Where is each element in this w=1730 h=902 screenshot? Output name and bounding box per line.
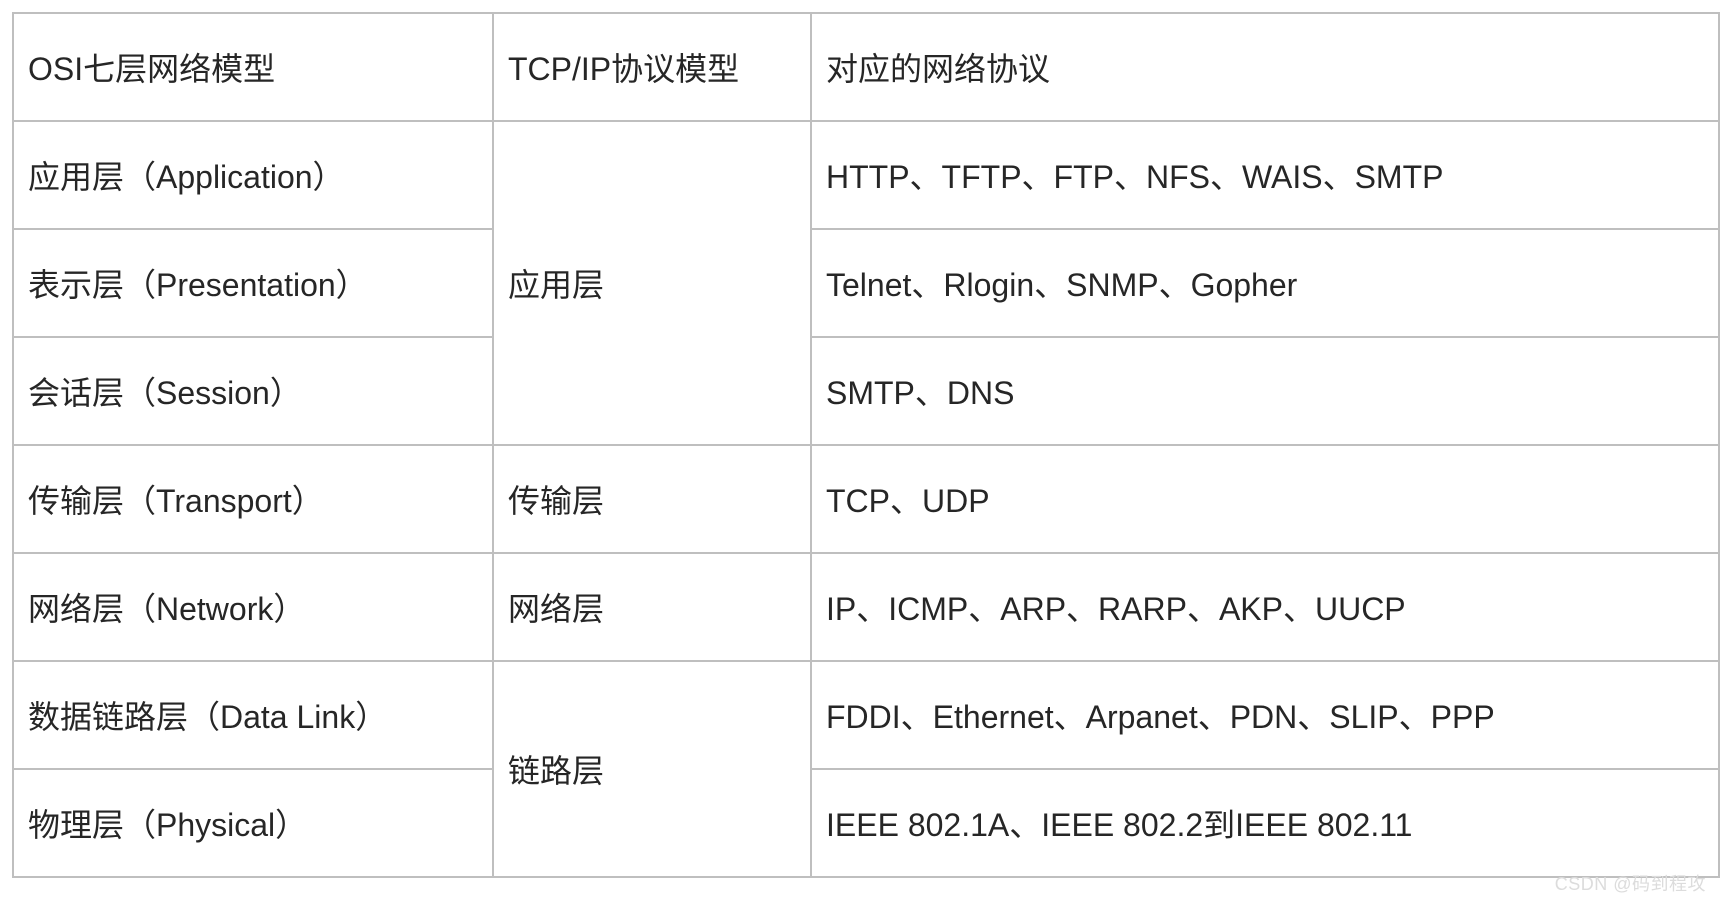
table-row: 网络层（Network） 网络层 IP、ICMP、ARP、RARP、AKP、UU… (13, 553, 1719, 661)
osi-cell: 数据链路层（Data Link） (13, 661, 493, 769)
proto-cell: HTTP、TFTP、FTP、NFS、WAIS、SMTP (811, 121, 1719, 229)
osi-tcpip-table: OSI七层网络模型 TCP/IP协议模型 对应的网络协议 应用层（Applica… (12, 12, 1720, 878)
proto-cell: SMTP、DNS (811, 337, 1719, 445)
table-row: 数据链路层（Data Link） 链路层 FDDI、Ethernet、Arpan… (13, 661, 1719, 769)
proto-cell: IEEE 802.1A、IEEE 802.2到IEEE 802.11 (811, 769, 1719, 877)
table-row: 会话层（Session） SMTP、DNS (13, 337, 1719, 445)
tcpip-cell: 网络层 (493, 553, 811, 661)
osi-cell: 会话层（Session） (13, 337, 493, 445)
proto-cell: IP、ICMP、ARP、RARP、AKP、UUCP (811, 553, 1719, 661)
table-header-row: OSI七层网络模型 TCP/IP协议模型 对应的网络协议 (13, 13, 1719, 121)
table-row: 应用层（Application） 应用层 HTTP、TFTP、FTP、NFS、W… (13, 121, 1719, 229)
tcpip-cell: 应用层 (493, 121, 811, 445)
tcpip-cell: 传输层 (493, 445, 811, 553)
osi-cell: 表示层（Presentation） (13, 229, 493, 337)
proto-cell: Telnet、Rlogin、SNMP、Gopher (811, 229, 1719, 337)
watermark-text: CSDN @码到程攻 (1555, 870, 1706, 896)
table-row: 传输层（Transport） 传输层 TCP、UDP (13, 445, 1719, 553)
header-osi: OSI七层网络模型 (13, 13, 493, 121)
osi-cell: 传输层（Transport） (13, 445, 493, 553)
osi-cell: 网络层（Network） (13, 553, 493, 661)
proto-cell: TCP、UDP (811, 445, 1719, 553)
header-protocol: 对应的网络协议 (811, 13, 1719, 121)
tcpip-cell: 链路层 (493, 661, 811, 877)
table-row: 表示层（Presentation） Telnet、Rlogin、SNMP、Gop… (13, 229, 1719, 337)
table-row: 物理层（Physical） IEEE 802.1A、IEEE 802.2到IEE… (13, 769, 1719, 877)
proto-cell: FDDI、Ethernet、Arpanet、PDN、SLIP、PPP (811, 661, 1719, 769)
header-tcpip: TCP/IP协议模型 (493, 13, 811, 121)
osi-cell: 应用层（Application） (13, 121, 493, 229)
osi-cell: 物理层（Physical） (13, 769, 493, 877)
